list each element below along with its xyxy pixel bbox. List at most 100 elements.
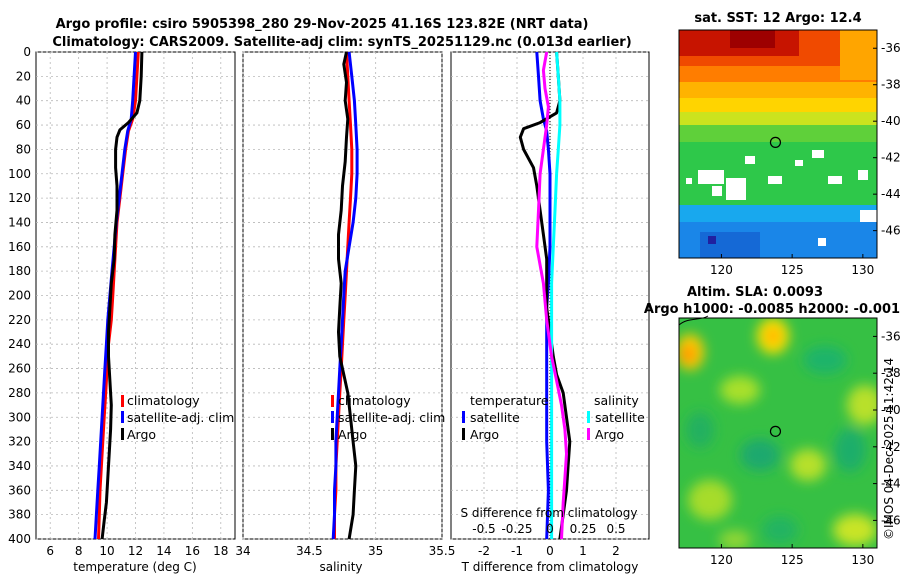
depth-tick-label: 0 [23,45,31,59]
legend-swatch-argo [462,428,465,440]
temperature-panel: 0 20 40 60 80 100 120 140 160 180 200 220 240 260 280 3… [8,45,236,574]
sla-map-xtick-label: 120 [710,553,733,567]
depth-tick-label: 80 [16,142,31,156]
temperature-xtick-label: 16 [185,544,200,558]
salinity-xlabel: salinity [319,560,362,574]
sst-heatmap [679,30,877,258]
salinity-xtick-label: 35.5 [429,544,456,558]
temperature-xtick-label: 14 [156,544,171,558]
sla-map-ytick-label: -36 [881,329,900,343]
salinity-legend: climatology satellite-adj. clim Argo [331,393,445,442]
legend-label-salinity-satellite: satellite [595,410,645,425]
sla-map-ytick-label: -38 [881,366,900,380]
legend-swatch-climatology [331,395,334,407]
depth-tick-label: 200 [8,289,31,303]
salinity-xtick-label: 34.5 [296,544,323,558]
sst-map-xtick-label: 125 [781,263,804,277]
temperature-xtick-label: 6 [46,544,54,558]
difference-xtick-label: 2 [612,544,620,558]
salinity-xtick-label: 35 [368,544,383,558]
temperature-xlabel: temperature (deg C) [73,560,196,574]
s-difference-tick-label: 0 [546,522,554,536]
depth-tick-label: 360 [8,483,31,497]
figure-title-line1: Argo profile: csiro 5905398_280 29-Nov-2… [56,17,589,32]
sst-map-ytick-label: -44 [881,187,900,201]
depth-tick-label: 20 [16,69,31,83]
sst-map: sat. SST: 12 Argo: 12.4 [678,11,900,277]
legend-label-climatology: climatology [127,393,200,408]
depth-tick-label: 260 [8,362,31,376]
legend-label-climatology: climatology [338,393,411,408]
depth-tick-label: 240 [8,337,31,351]
sst-map-title: sat. SST: 12 Argo: 12.4 [694,11,861,26]
sst-map-ytick-label: -46 [881,224,900,238]
legend-title-salinity: salinity [594,393,639,408]
salinity-xtick-label: 34 [235,544,250,558]
difference-xtick-label: 0 [546,544,554,558]
sla-map-xtick-label: 130 [851,553,874,567]
salinity-series-argo [337,51,358,540]
difference-series-salinity-argo [535,51,568,540]
sla-map-ytick-label: -46 [881,513,900,527]
sst-map-ytick-label: -40 [881,114,900,128]
depth-tick-label: 160 [8,240,31,254]
s-difference-label: S difference from climatology [461,506,638,520]
depth-tick-label: 340 [8,459,31,473]
depth-tick-label: 300 [8,410,31,424]
difference-series-temperature-satellite [535,51,552,540]
s-difference-tick-label: -0.5 [472,522,495,536]
depth-tick-label: 180 [8,264,31,278]
legend-swatch-salinity-argo [587,428,590,440]
argo-location-marker [769,425,782,437]
legend-label-satellite: satellite-adj. clim [338,410,445,425]
difference-panel: -2 -1 0 1 2 -0.5 -0.25 0 0.25 0.5 S difference f… [450,51,650,574]
imos-credit: ©IMOS 04-Dec-2025 11:42:14 [882,358,896,540]
sla-map-subtitle: Argo h1000: -0.0085 h2000: -0.001 [644,302,900,317]
depth-tick-label: 280 [8,386,31,400]
sla-map-title: Altim. SLA: 0.0093 [687,285,823,300]
s-difference-tick-label: 0.25 [570,522,597,536]
figure-title-line2: Climatology: CARS2009. Satellite-adj cli… [52,35,631,50]
legend-label-satellite: satellite [470,410,520,425]
difference-series-salinity-satellite [550,51,562,539]
sla-map: Altim. SLA: 0.0093 Argo h1000: -0.0085 h… [644,285,900,567]
legend-swatch-satellite [331,411,334,423]
legend-label-argo: Argo [338,427,367,442]
depth-tick-label: 60 [16,118,31,132]
legend-swatch-salinity-satellite [587,411,590,423]
depth-tick-label: 380 [8,508,31,522]
legend-swatch-climatology [121,395,124,407]
salinity-series-satellite-adj-clim [331,51,359,540]
sla-map-ytick-label: -44 [881,477,900,491]
sla-map-ytick-label: -42 [881,440,900,454]
legend-title-temperature: temperature [470,393,549,408]
legend-label-satellite: satellite-adj. clim [127,410,234,425]
temperature-xtick-label: 8 [75,544,83,558]
sst-map-xtick-label: 120 [710,263,733,277]
depth-tick-label: 100 [8,167,31,181]
sla-map-xtick-label: 125 [781,553,804,567]
depth-tick-label: 40 [16,94,31,108]
sst-map-ytick-label: -38 [881,78,900,92]
legend-label-argo: Argo [127,427,156,442]
sla-map-ytick-label: -40 [881,403,900,417]
temperature-xtick-label: 12 [128,544,143,558]
temperature-xtick-label: 10 [99,544,114,558]
s-difference-tick-label: 0.5 [606,522,625,536]
difference-series-temperature-argo [518,51,572,540]
depth-tick-label: 400 [8,532,31,546]
legend-label-salinity-argo: Argo [595,427,624,442]
sst-map-xtick-label: 130 [851,263,874,277]
difference-xtick-label: -2 [478,544,490,558]
legend-label-argo: Argo [470,427,499,442]
depth-tick-label: 320 [8,435,31,449]
sla-heatmap [679,318,877,548]
argo-location-marker [769,136,782,148]
salinity-panel: 34 34.5 35 35.5 salinity climatology satell… [235,51,456,574]
legend-swatch-argo [331,428,334,440]
difference-xtick-label: -1 [511,544,523,558]
sst-map-ytick-label: -36 [881,41,900,55]
depth-tick-label: 140 [8,215,31,229]
temperature-series-argo [100,51,144,540]
